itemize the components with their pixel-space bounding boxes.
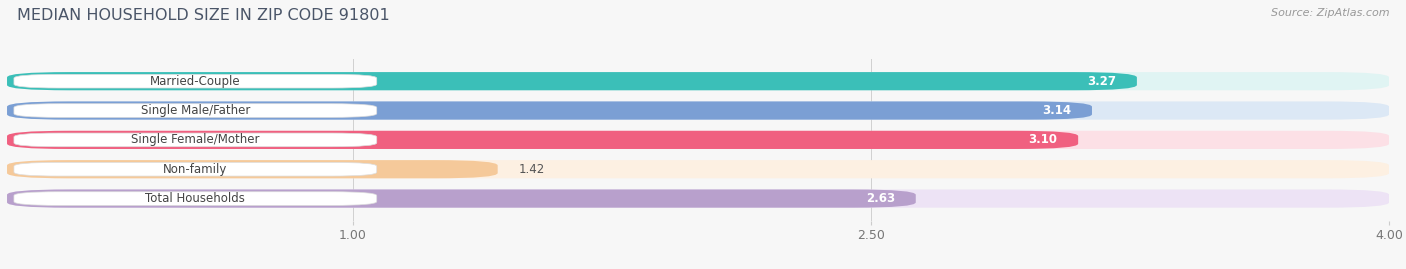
FancyBboxPatch shape [7,160,1389,178]
Text: 1.42: 1.42 [519,163,544,176]
Text: Single Female/Mother: Single Female/Mother [131,133,260,146]
Text: Married-Couple: Married-Couple [150,75,240,88]
FancyBboxPatch shape [14,162,377,176]
FancyBboxPatch shape [7,189,1389,208]
Text: MEDIAN HOUSEHOLD SIZE IN ZIP CODE 91801: MEDIAN HOUSEHOLD SIZE IN ZIP CODE 91801 [17,8,389,23]
Text: Non-family: Non-family [163,163,228,176]
FancyBboxPatch shape [7,101,1092,120]
FancyBboxPatch shape [7,101,1389,120]
Text: Source: ZipAtlas.com: Source: ZipAtlas.com [1271,8,1389,18]
Text: Total Households: Total Households [145,192,245,205]
Text: Single Male/Father: Single Male/Father [141,104,250,117]
FancyBboxPatch shape [14,133,377,147]
FancyBboxPatch shape [7,72,1389,90]
Text: 2.63: 2.63 [866,192,896,205]
Text: 3.14: 3.14 [1042,104,1071,117]
FancyBboxPatch shape [7,160,498,178]
FancyBboxPatch shape [7,189,915,208]
FancyBboxPatch shape [7,131,1389,149]
FancyBboxPatch shape [14,74,377,88]
FancyBboxPatch shape [14,104,377,117]
FancyBboxPatch shape [14,192,377,206]
FancyBboxPatch shape [7,131,1078,149]
Text: 3.10: 3.10 [1028,133,1057,146]
FancyBboxPatch shape [7,72,1137,90]
Text: 3.27: 3.27 [1087,75,1116,88]
